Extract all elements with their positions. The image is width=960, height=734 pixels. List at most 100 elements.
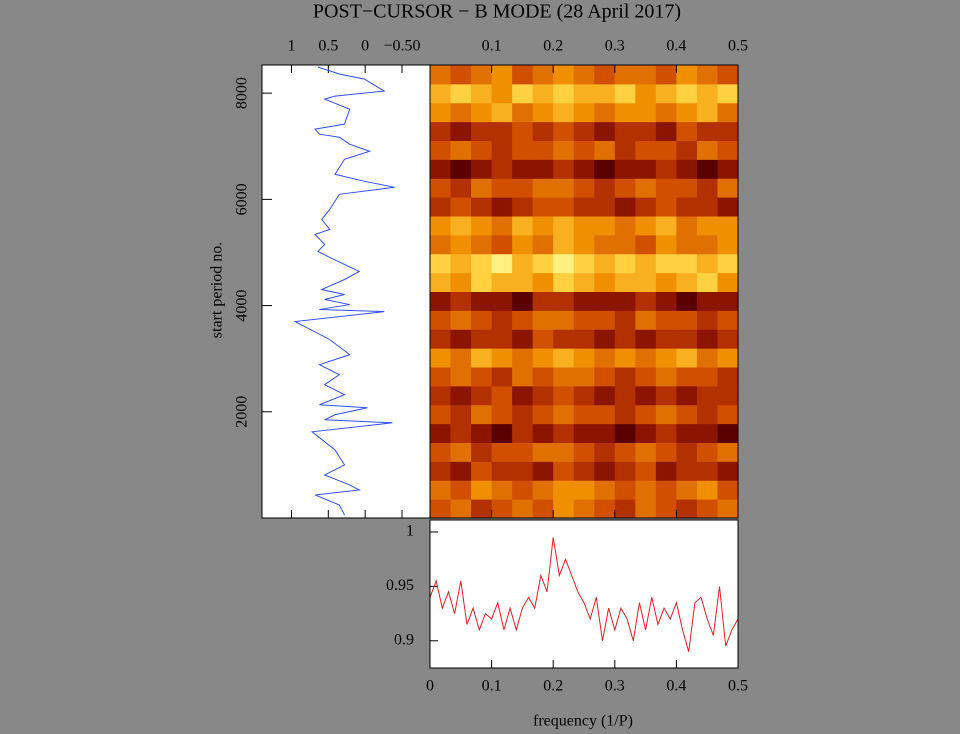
heat-cell [655, 272, 677, 292]
x-axis-label: frequency (1/P) [533, 713, 633, 730]
heat-cell [532, 140, 554, 160]
heat-cell [573, 480, 595, 500]
heat-cell [573, 234, 595, 255]
heat-cell [450, 65, 472, 85]
heat-cell [655, 367, 677, 387]
heat-cell [717, 329, 739, 349]
heat-cell [491, 367, 513, 387]
heat-cell [532, 234, 554, 255]
heat-cell [655, 216, 677, 236]
heat-cell [655, 499, 677, 519]
heat-cell [696, 83, 718, 104]
heat-cell [655, 329, 677, 349]
heat-cell [614, 83, 636, 104]
heat-cell [594, 329, 616, 349]
heat-cell [491, 329, 513, 349]
heat-cell [635, 197, 657, 217]
heat-cell [532, 499, 554, 519]
heat-cell [553, 461, 575, 481]
heat-cell [655, 121, 677, 141]
heat-cell [430, 404, 452, 425]
heat-cell [676, 121, 698, 141]
heat-cell [491, 272, 513, 292]
heat-cell [532, 159, 554, 179]
heat-cell [676, 348, 698, 368]
heat-cell [696, 253, 718, 274]
heat-cell [450, 197, 472, 217]
heat-cell [635, 216, 657, 236]
heat-cell [512, 121, 534, 141]
heat-cell [430, 310, 452, 330]
heat-cell [635, 83, 657, 104]
heat-cell [430, 140, 452, 160]
heat-cell [573, 102, 595, 123]
heat-cell [614, 310, 636, 330]
y-tick-label: 8000 [234, 77, 251, 109]
heat-cell [696, 178, 718, 198]
heat-cell [450, 310, 472, 330]
heat-cell [471, 65, 493, 85]
x-tick-label: 0.2 [543, 678, 563, 695]
heat-cell [696, 121, 718, 141]
heat-cell [553, 178, 575, 198]
heat-cell [512, 461, 534, 481]
heat-cell [553, 348, 575, 368]
heat-cell [594, 291, 616, 311]
heat-cell [676, 178, 698, 198]
frame [429, 519, 739, 669]
heat-cell [430, 65, 452, 85]
heat-cell [532, 197, 554, 217]
heat-cell [676, 480, 698, 500]
heat-cell [491, 65, 513, 85]
heat-cell [532, 178, 554, 198]
heat-cell [717, 310, 739, 330]
heat-cell [532, 480, 554, 500]
heat-cell [553, 65, 575, 85]
x-tick-label: 0.3 [605, 38, 625, 55]
heat-cell [450, 329, 472, 349]
heat-cell [614, 348, 636, 368]
heat-cell [655, 253, 677, 274]
heat-cell [512, 159, 534, 179]
heat-cell [717, 253, 739, 274]
heat-cell [676, 83, 698, 104]
heat-cell [717, 140, 739, 160]
heat-cell [614, 253, 636, 274]
heat-cell [594, 140, 616, 160]
heat-cell [717, 159, 739, 179]
heat-cell [655, 197, 677, 217]
heat-cell [614, 291, 636, 311]
heat-cell [717, 385, 739, 406]
heat-cell [676, 499, 698, 519]
heat-cell [512, 83, 534, 104]
heat-cell [491, 102, 513, 123]
heat-cell [594, 102, 616, 123]
heat-cell [594, 499, 616, 519]
heat-cell [553, 329, 575, 349]
heat-cell [614, 178, 636, 198]
heat-cell [553, 499, 575, 519]
heat-cell [450, 385, 472, 406]
heat-cell [696, 404, 718, 425]
heat-cell [676, 159, 698, 179]
heat-cell [676, 367, 698, 387]
heat-cell [430, 442, 452, 462]
heat-cell [594, 404, 616, 425]
chart-title: POST−CURSOR − B MODE (28 April 2017) [313, 1, 681, 23]
heat-cell [471, 385, 493, 406]
heat-cell [676, 329, 698, 349]
heat-cell [655, 65, 677, 85]
heat-cell [717, 216, 739, 236]
heat-cell [573, 329, 595, 349]
heat-cell [676, 442, 698, 462]
heat-cell [491, 140, 513, 160]
heat-cell [594, 159, 616, 179]
heat-cell [512, 423, 534, 443]
heat-cell [614, 442, 636, 462]
heat-cell [635, 385, 657, 406]
x-tick-label: 0.5 [318, 38, 338, 55]
heat-cell [471, 140, 493, 160]
heat-cell [594, 178, 616, 198]
heat-cell [512, 102, 534, 123]
heat-cell [655, 461, 677, 481]
